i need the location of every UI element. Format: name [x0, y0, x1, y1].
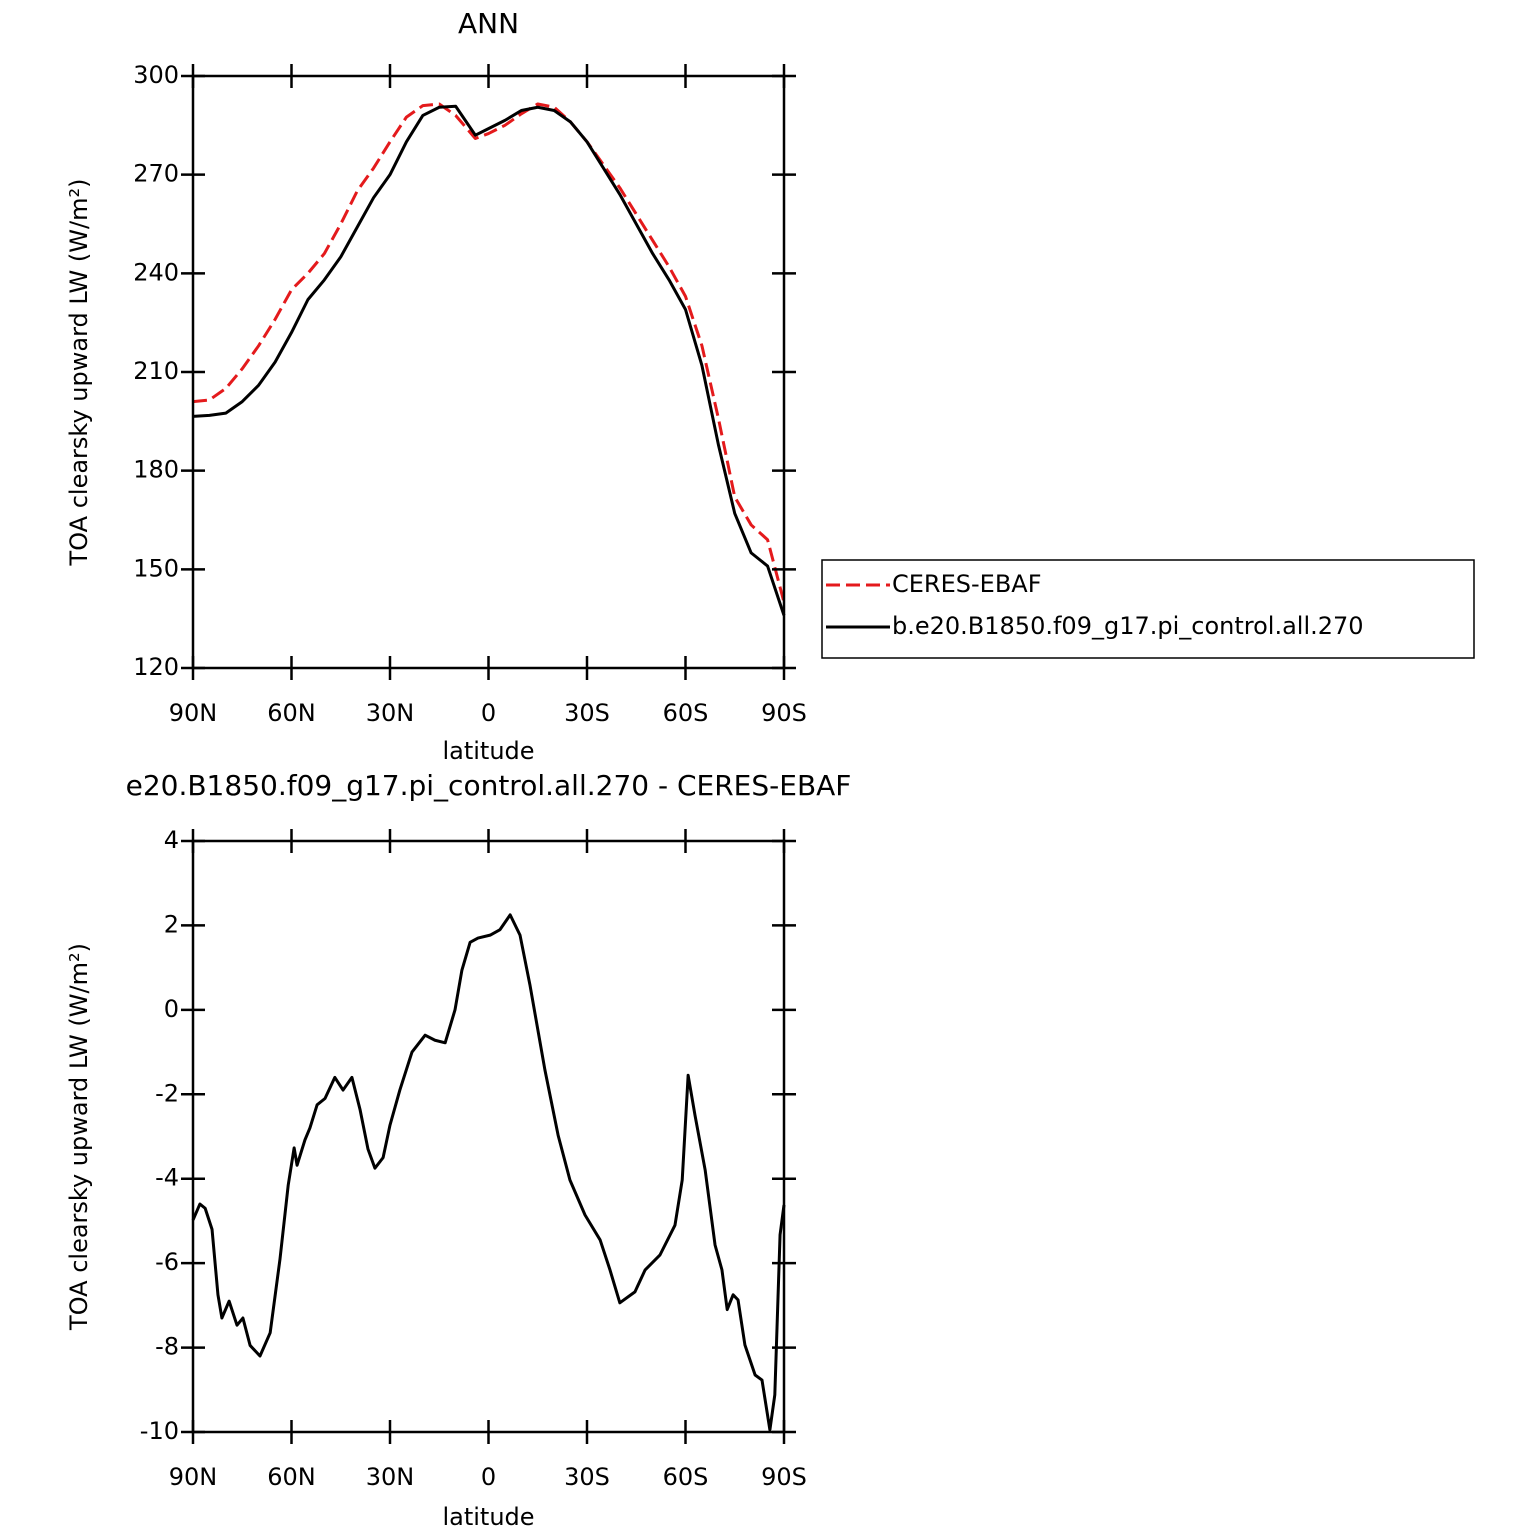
- x-tick-label: 90N: [169, 699, 218, 727]
- x-tick-label: 30N: [366, 1463, 415, 1491]
- x-axis-label: latitude: [442, 1503, 534, 1531]
- x-tick-label: 60S: [663, 699, 709, 727]
- x-axis-label: latitude: [442, 737, 534, 765]
- legend-label: CERES-EBAF: [892, 570, 1042, 598]
- y-tick-label: -6: [155, 1248, 179, 1276]
- data-line: [192, 104, 786, 616]
- y-tick-label: 0: [164, 995, 179, 1023]
- x-tick-label: 30S: [564, 699, 610, 727]
- plot-frame: [191, 74, 786, 670]
- x-tick-label: 90N: [169, 1463, 218, 1491]
- y-tick-label: -10: [140, 1417, 179, 1445]
- x-tick-label: 60S: [663, 1463, 709, 1491]
- chart-title: ANN: [458, 7, 519, 40]
- y-tick-label: 120: [133, 653, 179, 681]
- x-tick-label: 30N: [366, 699, 415, 727]
- y-axis-label: TOA clearsky upward LW (W/m²): [65, 179, 93, 567]
- plot-frame: [191, 839, 786, 1434]
- y-tick-label: 4: [164, 826, 179, 854]
- y-tick-label: -4: [155, 1164, 179, 1192]
- chart-title: e20.B1850.f09_g17.pi_control.all.270 - C…: [126, 769, 852, 802]
- data-line: [192, 102, 786, 603]
- y-tick-label: -8: [155, 1333, 179, 1361]
- y-axis-label: TOA clearsky upward LW (W/m²): [65, 943, 93, 1331]
- y-tick-label: 300: [133, 61, 179, 89]
- x-tick-label: 60N: [267, 699, 316, 727]
- x-tick-label: 60N: [267, 1463, 316, 1491]
- y-tick-label: 150: [133, 554, 179, 582]
- y-tick-label: -2: [155, 1079, 179, 1107]
- x-tick-label: 0: [481, 1463, 496, 1491]
- x-tick-label: 30S: [564, 1463, 610, 1491]
- y-tick-label: 2: [164, 910, 179, 938]
- y-tick-label: 240: [133, 258, 179, 286]
- x-tick-label: 0: [481, 699, 496, 727]
- y-tick-label: 180: [133, 456, 179, 484]
- legend-label: b.e20.B1850.f09_g17.pi_control.all.270: [892, 612, 1364, 640]
- y-tick-label: 210: [133, 357, 179, 385]
- data-line: [191, 913, 786, 1432]
- y-tick-label: 270: [133, 160, 179, 188]
- x-tick-label: 90S: [761, 1463, 807, 1491]
- x-tick-label: 90S: [761, 699, 807, 727]
- legend-box: [821, 559, 1475, 659]
